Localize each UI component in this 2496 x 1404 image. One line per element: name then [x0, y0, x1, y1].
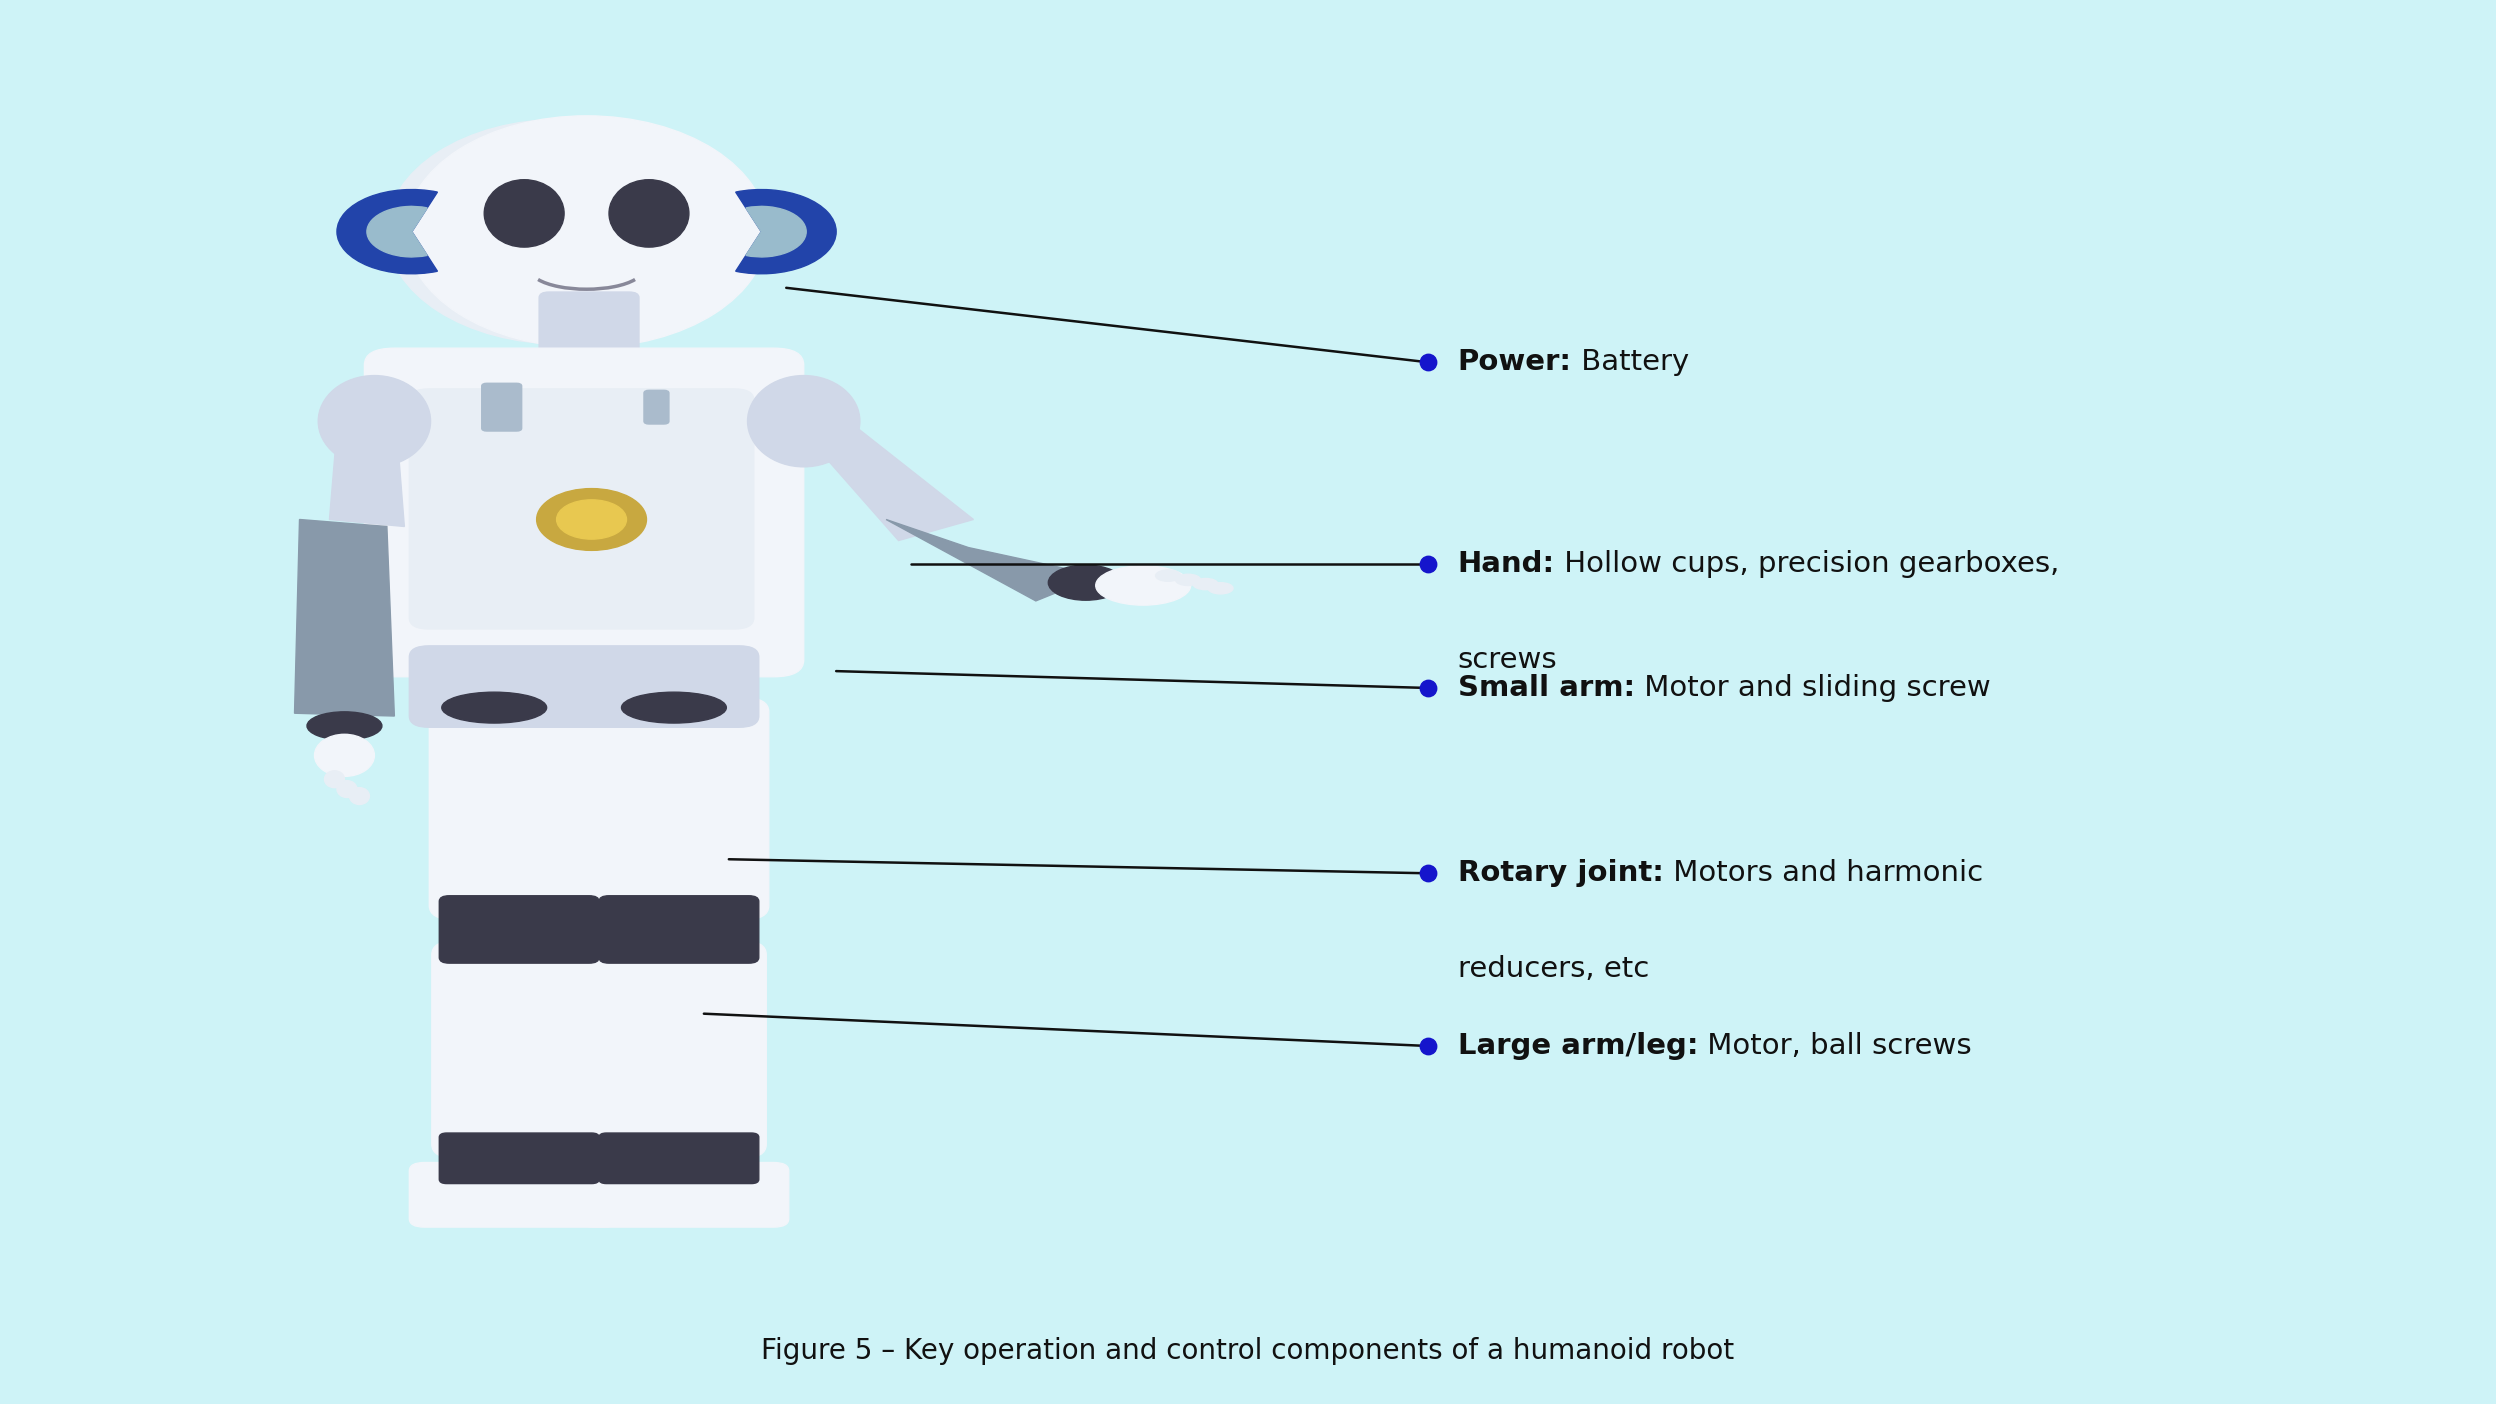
FancyBboxPatch shape	[539, 292, 639, 371]
Text: Motor, ball screws: Motor, ball screws	[1697, 1032, 1972, 1060]
Point	[1408, 862, 1448, 885]
Text: Power:: Power:	[1458, 348, 1572, 376]
Text: Figure 5 – Key operation and control components of a humanoid robot: Figure 5 – Key operation and control com…	[761, 1337, 1735, 1365]
FancyBboxPatch shape	[599, 1133, 759, 1184]
Text: Rotary joint:: Rotary joint:	[1458, 859, 1662, 887]
Text: Battery: Battery	[1572, 348, 1690, 376]
Ellipse shape	[749, 375, 859, 466]
FancyBboxPatch shape	[409, 646, 759, 727]
Ellipse shape	[314, 734, 374, 776]
FancyBboxPatch shape	[409, 389, 754, 629]
Point	[1408, 677, 1448, 699]
Ellipse shape	[609, 180, 689, 247]
Ellipse shape	[622, 692, 726, 723]
Ellipse shape	[484, 180, 564, 247]
FancyBboxPatch shape	[589, 698, 769, 920]
Ellipse shape	[319, 375, 429, 466]
Ellipse shape	[349, 788, 369, 804]
FancyBboxPatch shape	[439, 896, 599, 963]
FancyBboxPatch shape	[429, 698, 609, 920]
Text: Motors and harmonic: Motors and harmonic	[1662, 859, 1982, 887]
Polygon shape	[295, 519, 394, 716]
Text: Hollow cups, precision gearboxes,: Hollow cups, precision gearboxes,	[1555, 550, 2059, 578]
Ellipse shape	[324, 771, 344, 788]
Text: screws: screws	[1458, 646, 1558, 674]
Polygon shape	[886, 519, 1098, 601]
Polygon shape	[329, 400, 404, 526]
FancyBboxPatch shape	[364, 348, 804, 677]
Point	[1408, 351, 1448, 373]
FancyBboxPatch shape	[439, 1133, 599, 1184]
Ellipse shape	[1208, 583, 1233, 594]
Ellipse shape	[337, 781, 357, 797]
Point	[1408, 553, 1448, 576]
Wedge shape	[746, 206, 806, 257]
Text: Motor and sliding screw: Motor and sliding screw	[1635, 674, 1989, 702]
FancyBboxPatch shape	[409, 1163, 619, 1227]
Ellipse shape	[1048, 566, 1123, 601]
Circle shape	[537, 489, 646, 550]
Polygon shape	[769, 393, 973, 541]
Text: Large arm/leg:: Large arm/leg:	[1458, 1032, 1697, 1060]
Wedge shape	[736, 190, 836, 274]
Ellipse shape	[1193, 578, 1218, 590]
Text: Small arm:: Small arm:	[1458, 674, 1635, 702]
Ellipse shape	[442, 692, 547, 723]
Ellipse shape	[1096, 566, 1191, 605]
Wedge shape	[337, 190, 437, 274]
FancyBboxPatch shape	[599, 896, 759, 963]
Ellipse shape	[1176, 574, 1201, 585]
Ellipse shape	[307, 712, 382, 740]
Text: reducers, etc: reducers, etc	[1458, 955, 1650, 983]
FancyBboxPatch shape	[644, 390, 669, 424]
Ellipse shape	[387, 119, 736, 344]
Circle shape	[557, 500, 626, 539]
Ellipse shape	[1156, 570, 1181, 581]
FancyBboxPatch shape	[579, 1163, 789, 1227]
Point	[1408, 1035, 1448, 1057]
FancyBboxPatch shape	[432, 941, 607, 1158]
FancyBboxPatch shape	[482, 383, 522, 431]
Text: Hand:: Hand:	[1458, 550, 1555, 578]
Wedge shape	[367, 206, 427, 257]
Ellipse shape	[404, 117, 769, 347]
FancyBboxPatch shape	[592, 941, 766, 1158]
